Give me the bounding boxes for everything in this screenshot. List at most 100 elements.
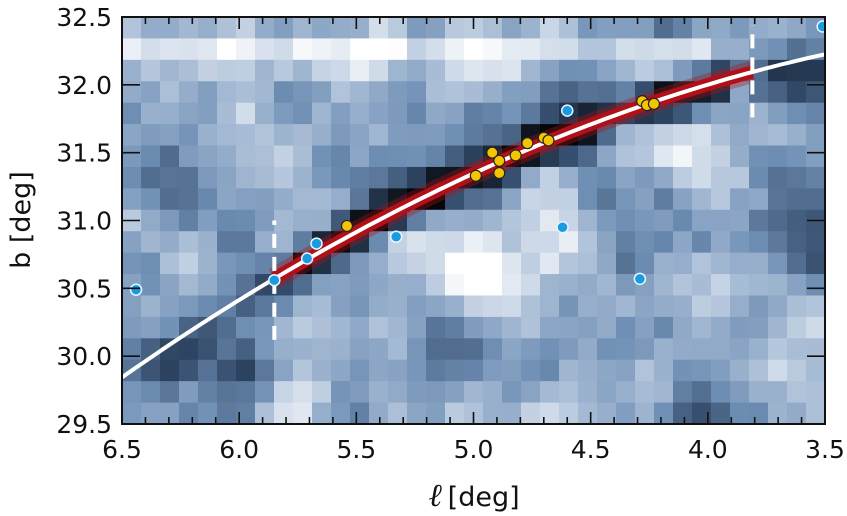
heatmap-cell (768, 209, 788, 232)
heatmap-cell (122, 145, 142, 168)
heatmap-cell (673, 102, 693, 125)
heatmap-cell (559, 252, 579, 275)
heatmap-cell (787, 381, 807, 404)
heatmap-cell (331, 38, 351, 61)
heatmap-cell (274, 166, 294, 189)
heatmap-cell (654, 102, 674, 125)
heatmap-cell (768, 188, 788, 211)
heatmap-cell (407, 402, 427, 424)
heatmap-cell (578, 231, 598, 254)
heatmap-cell (806, 402, 825, 424)
heatmap-cell (160, 102, 180, 125)
heatmap-cell (730, 38, 750, 61)
heatmap-cell (331, 252, 351, 275)
heatmap-cell (711, 381, 731, 404)
heatmap-cell (654, 166, 674, 189)
heatmap-cell (426, 124, 446, 147)
heatmap-cell (483, 338, 503, 361)
heatmap-cell (426, 381, 446, 404)
blue-point (633, 272, 647, 286)
heatmap-cell (616, 209, 636, 232)
heatmap-cell (597, 209, 617, 232)
heatmap-cell (730, 359, 750, 382)
y-tick-label: 32.0 (56, 71, 112, 100)
heatmap-cell (236, 338, 256, 361)
heatmap-cell (388, 145, 408, 168)
heatmap-cell (407, 295, 427, 318)
heatmap-cell (673, 295, 693, 318)
heatmap-cell (673, 188, 693, 211)
heatmap-cell (293, 295, 313, 318)
heatmap-cell (198, 102, 218, 125)
heatmap-cell (141, 231, 161, 254)
heatmap-cell (122, 188, 142, 211)
heatmap-cell (179, 145, 199, 168)
heatmap-cell (635, 231, 655, 254)
heatmap-cell (730, 102, 750, 125)
heatmap-cell (521, 188, 541, 211)
heatmap-cell (369, 145, 389, 168)
heatmap-cell (445, 59, 465, 82)
heatmap-cell (160, 124, 180, 147)
heatmap-cell (426, 17, 446, 40)
heatmap-cell (673, 274, 693, 297)
blue-point (310, 237, 323, 250)
heatmap-cell (578, 381, 598, 404)
heatmap-cell (388, 102, 408, 125)
heatmap-cell (483, 252, 503, 275)
heatmap-cell (559, 316, 579, 339)
heatmap-cell (521, 381, 541, 404)
heatmap-cell (711, 166, 731, 189)
heatmap-cell (331, 188, 351, 211)
heatmap-cell (521, 166, 541, 189)
heatmap-cell (141, 274, 161, 297)
heatmap-cell (787, 188, 807, 211)
heatmap-cell (749, 145, 769, 168)
heatmap-cell (616, 338, 636, 361)
heatmap-cell (464, 102, 484, 125)
heatmap-cell (426, 338, 446, 361)
heatmap-cell (464, 38, 484, 61)
heatmap-cell (787, 102, 807, 125)
heatmap-cell (293, 359, 313, 382)
heatmap-cell (217, 359, 237, 382)
heatmap-cell (331, 145, 351, 168)
heatmap-cell (445, 252, 465, 275)
heatmap-cell (274, 17, 294, 40)
heatmap-cell (597, 188, 617, 211)
heatmap-cell (312, 274, 332, 297)
heatmap-cell (141, 145, 161, 168)
heatmap-cell (350, 359, 370, 382)
heatmap-cell (673, 252, 693, 275)
y-tick-label: 30.5 (56, 274, 112, 303)
heatmap-cell (749, 316, 769, 339)
heatmap-cell (312, 145, 332, 168)
heatmap-cell (198, 402, 218, 424)
x-tick-label: 3.5 (805, 435, 845, 464)
heatmap-cell (369, 81, 389, 104)
heatmap-cell (407, 145, 427, 168)
heatmap-cell (806, 81, 825, 104)
heatmap-cell (654, 252, 674, 275)
heatmap-cell (331, 166, 351, 189)
y-axis-label: b [deg] (6, 171, 37, 269)
heatmap-cell (578, 316, 598, 339)
y-tick-labels: 29.5 30.0 30.5 31.0 31.5 32.0 32.5 (56, 3, 112, 439)
heatmap-cell (426, 231, 446, 254)
heatmap-cell (768, 316, 788, 339)
heatmap-cell (179, 124, 199, 147)
heatmap-cell (635, 209, 655, 232)
heatmap-cell (768, 274, 788, 297)
heatmap-cell (616, 295, 636, 318)
heatmap-cell (331, 102, 351, 125)
heatmap-cell (540, 209, 560, 232)
heatmap-cell (540, 295, 560, 318)
heatmap-cell (274, 295, 294, 318)
heatmap-cell (730, 316, 750, 339)
heatmap-cell (806, 381, 825, 404)
heatmap-cell (730, 166, 750, 189)
heatmap-cell (578, 209, 598, 232)
heatmap-cell (483, 402, 503, 424)
heatmap-cell (312, 316, 332, 339)
heatmap-cell (274, 188, 294, 211)
